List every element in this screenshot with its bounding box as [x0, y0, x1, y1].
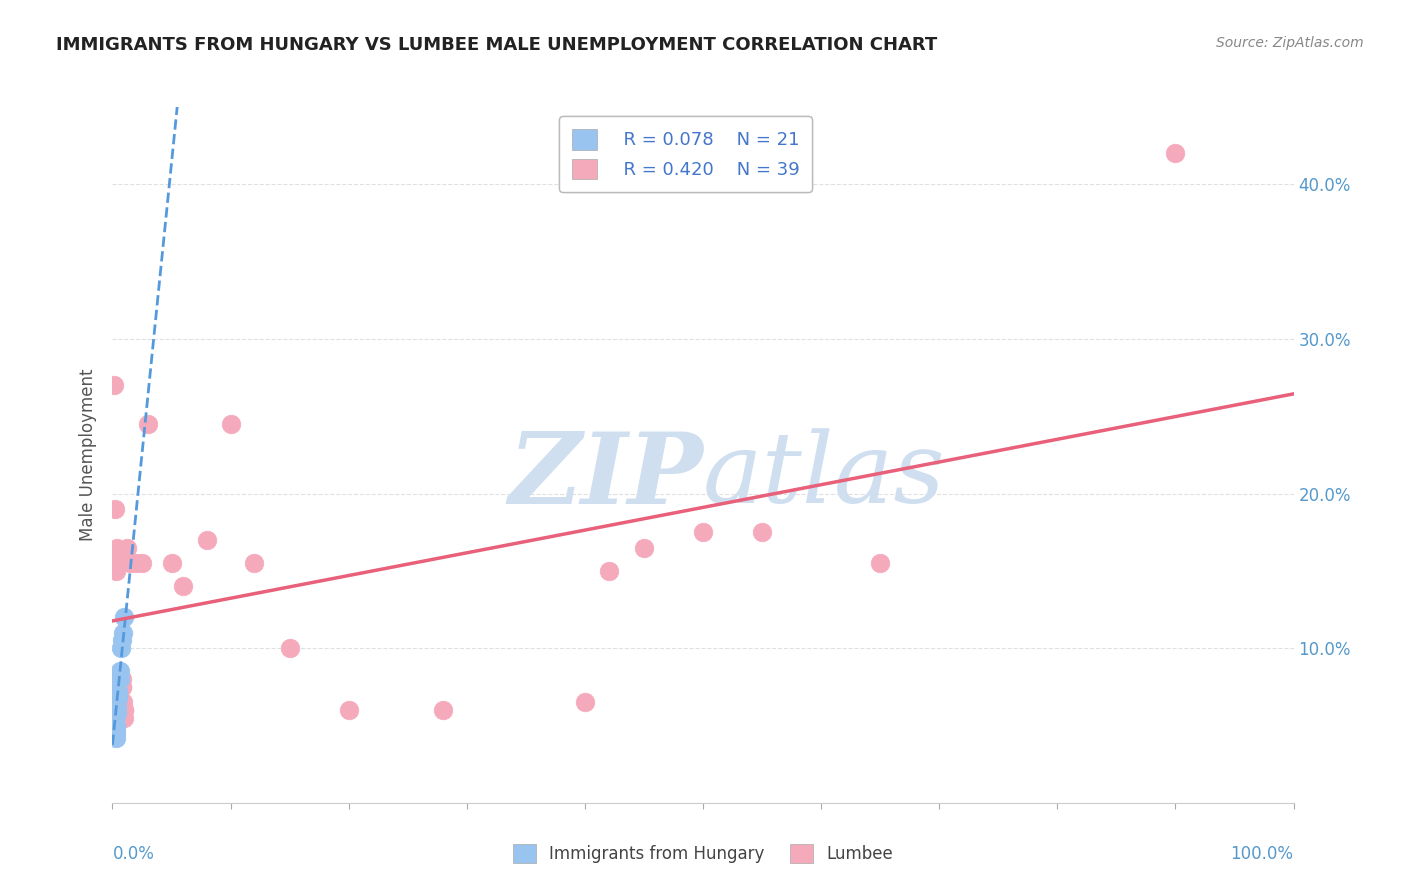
Point [112, 695, 135, 709]
Point [160, 556, 183, 570]
Point [278, 641, 301, 656]
Point [105, 564, 128, 578]
Point [110, 672, 132, 686]
Point [104, 711, 127, 725]
Point [574, 695, 596, 709]
Point [111, 672, 134, 686]
Point [107, 690, 129, 705]
Point [105, 722, 128, 736]
Point [1164, 146, 1187, 161]
Text: IMMIGRANTS FROM HUNGARY VS LUMBEE MALE UNEMPLOYMENT CORRELATION CHART: IMMIGRANTS FROM HUNGARY VS LUMBEE MALE U… [56, 36, 938, 54]
Point [105, 718, 128, 732]
Point [108, 672, 131, 686]
Text: atlas: atlas [703, 428, 946, 524]
Legend:   R = 0.078    N = 21,   R = 0.420    N = 39: R = 0.078 N = 21, R = 0.420 N = 39 [560, 116, 813, 192]
Point [432, 703, 454, 717]
Point [337, 703, 360, 717]
Point [633, 541, 655, 555]
Point [111, 633, 134, 648]
Point [112, 625, 135, 640]
Point [869, 556, 891, 570]
Point [219, 417, 242, 431]
Point [136, 417, 159, 431]
Point [104, 718, 127, 732]
Point [112, 703, 135, 717]
Point [103, 680, 125, 694]
Point [107, 684, 129, 698]
Point [243, 556, 266, 570]
Text: 100.0%: 100.0% [1230, 845, 1294, 863]
Point [105, 706, 128, 720]
Point [110, 672, 132, 686]
Point [107, 695, 129, 709]
Point [103, 695, 125, 709]
Legend: Immigrants from Hungary, Lumbee: Immigrants from Hungary, Lumbee [501, 832, 905, 875]
Point [111, 680, 134, 694]
Point [112, 711, 135, 725]
Text: Source: ZipAtlas.com: Source: ZipAtlas.com [1216, 36, 1364, 50]
Point [195, 533, 218, 547]
Point [105, 556, 128, 570]
Point [105, 731, 128, 745]
Point [131, 556, 153, 570]
Text: ZIP: ZIP [508, 427, 703, 524]
Point [105, 541, 128, 555]
Point [692, 525, 714, 540]
Point [108, 665, 131, 679]
Point [125, 556, 148, 570]
Point [105, 556, 128, 570]
Point [115, 541, 138, 555]
Point [105, 700, 128, 714]
Point [110, 641, 132, 656]
Point [112, 703, 135, 717]
Y-axis label: Male Unemployment: Male Unemployment [79, 368, 97, 541]
Point [108, 680, 131, 694]
Point [107, 688, 129, 702]
Text: 0.0%: 0.0% [112, 845, 155, 863]
Point [105, 726, 128, 740]
Point [103, 378, 125, 392]
Point [107, 703, 129, 717]
Point [120, 556, 142, 570]
Point [172, 579, 194, 593]
Point [104, 549, 127, 563]
Point [111, 680, 134, 694]
Point [104, 502, 127, 516]
Point [105, 690, 128, 705]
Point [112, 610, 135, 624]
Point [598, 564, 620, 578]
Point [751, 525, 773, 540]
Point [104, 703, 127, 717]
